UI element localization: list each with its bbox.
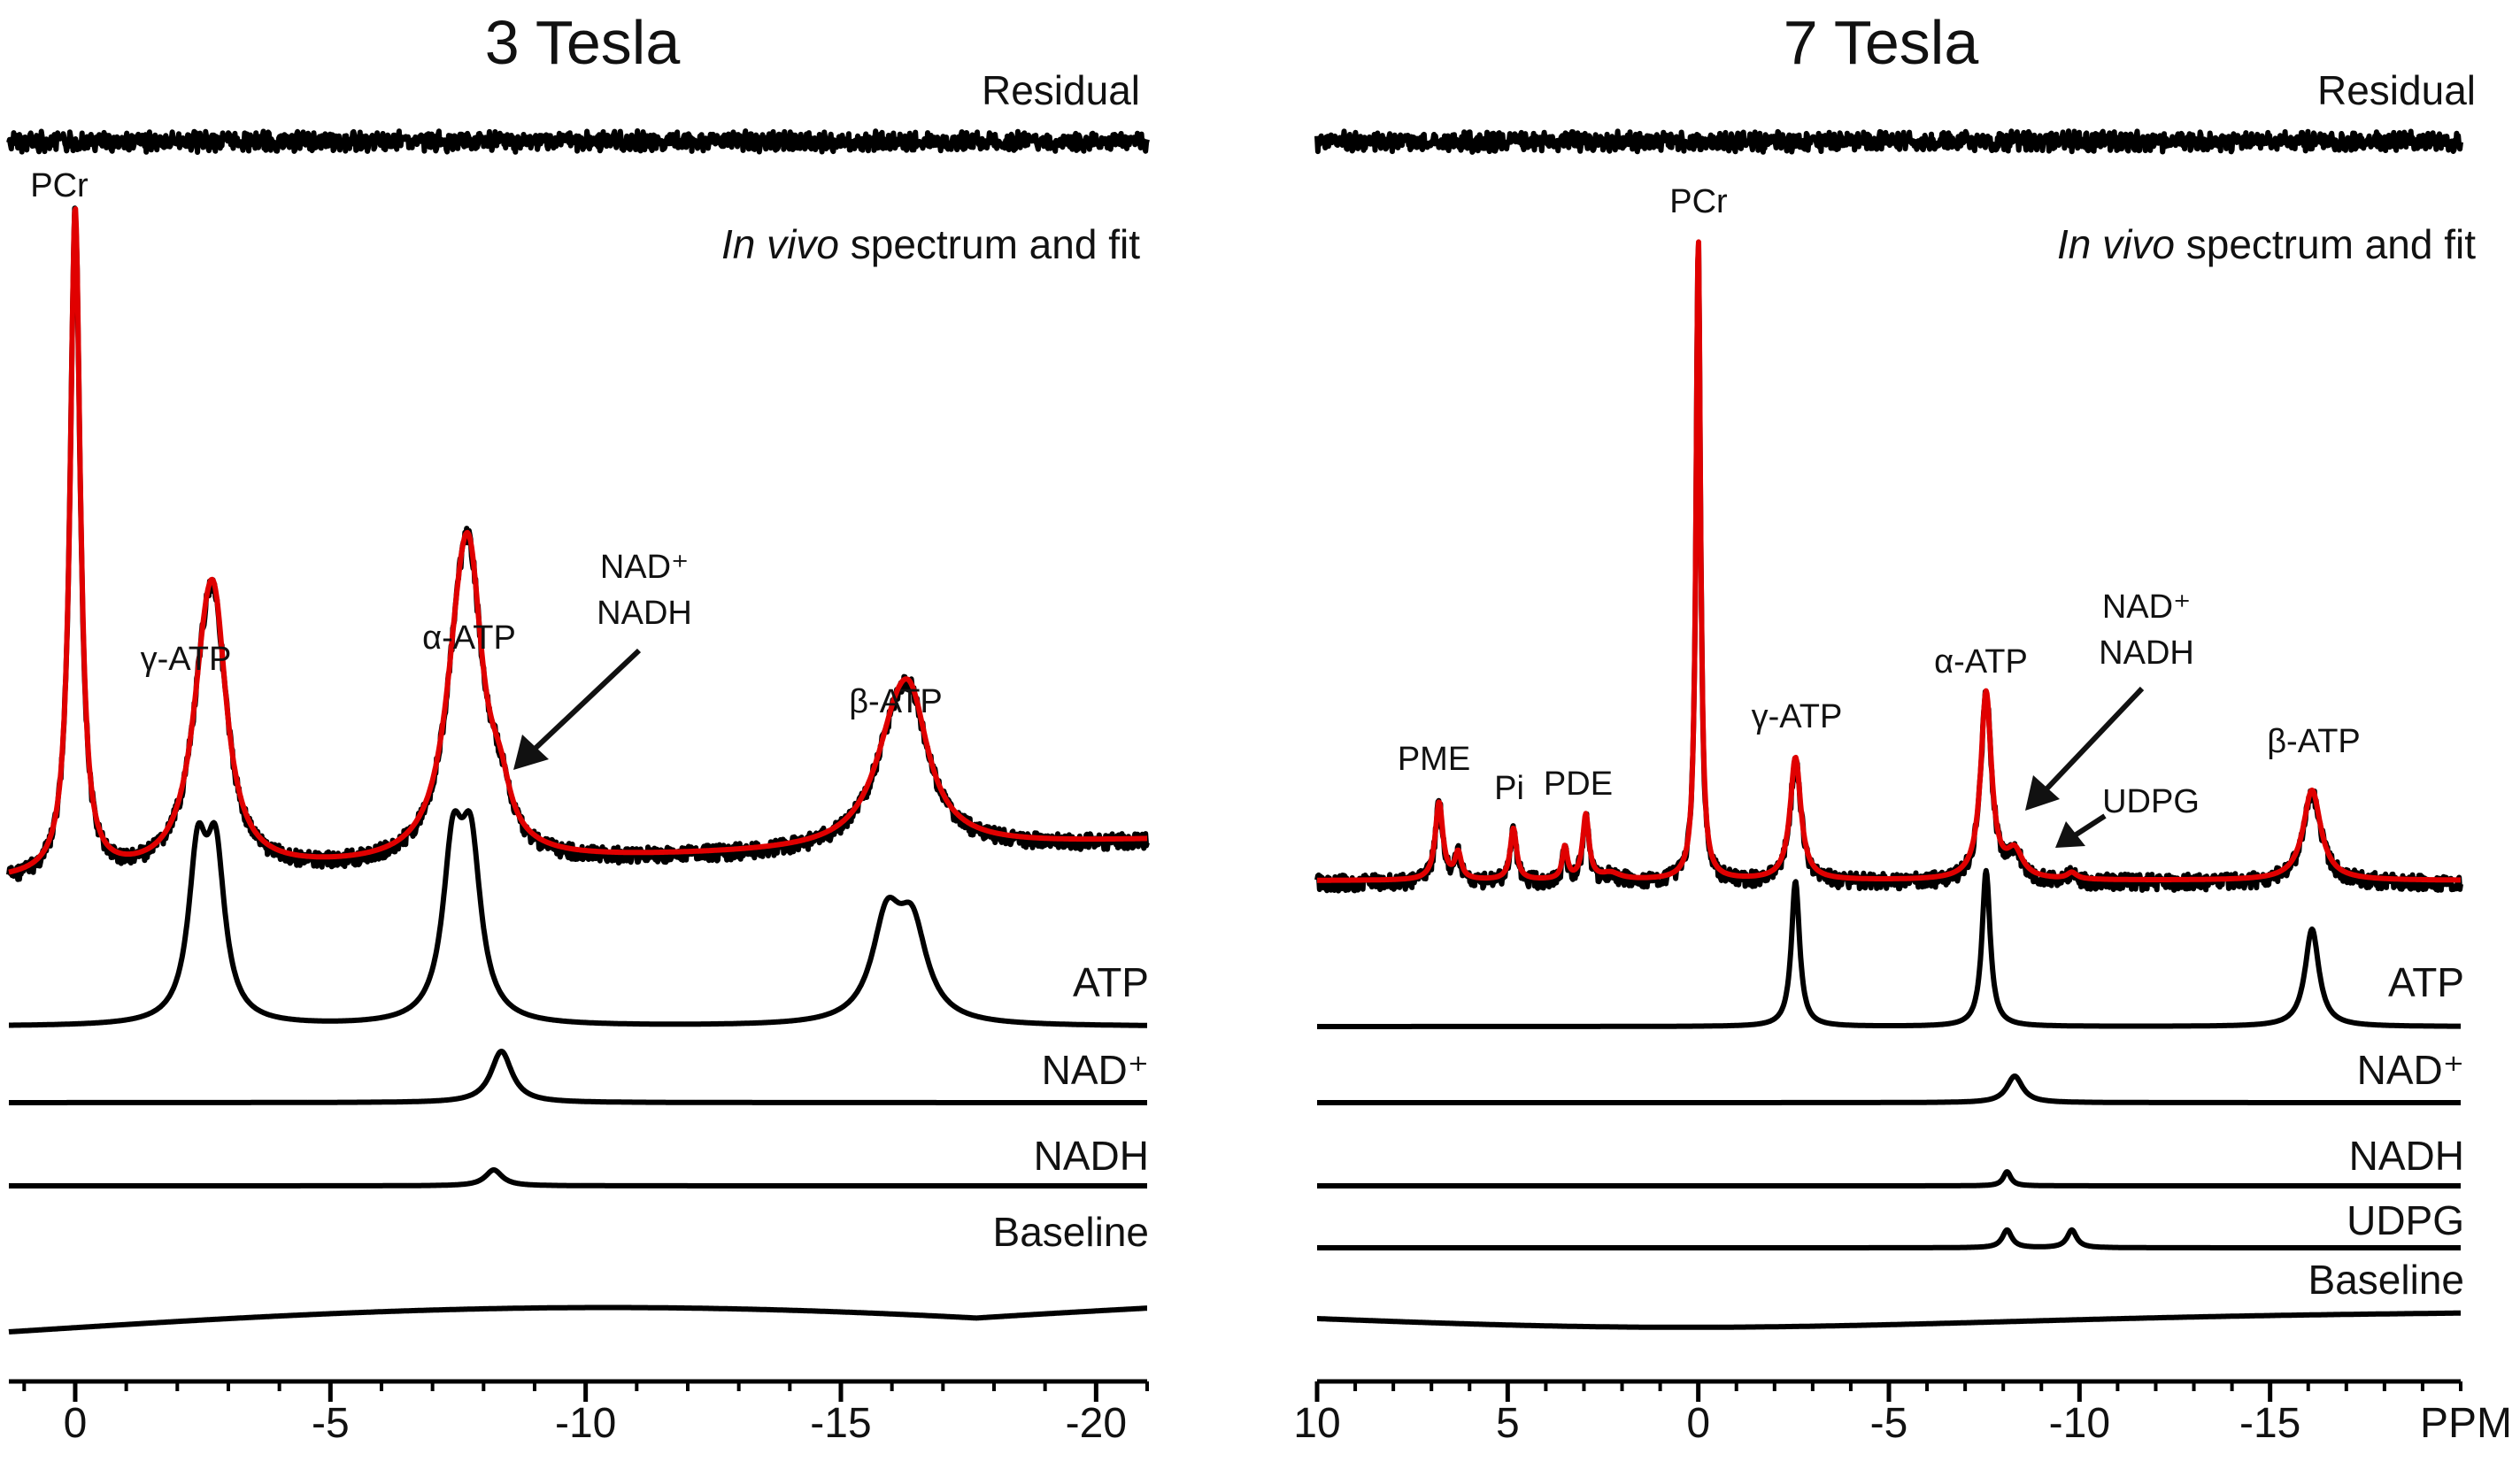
component-baseline-7t	[1314, 1310, 2463, 1330]
residual-trace-7t	[1314, 128, 2463, 155]
spectrum-label-7t: In vivo spectrum and fit	[2057, 221, 2476, 267]
component-label-atp-3t: ATP	[1073, 959, 1149, 1005]
spectrum-label-3t: In vivo spectrum and fit	[721, 221, 1140, 267]
arrow-udpg-7t	[2055, 813, 2107, 848]
residual-trace-3t	[6, 128, 1150, 155]
peak-label-beta-atp-7t: β-ATP	[2267, 723, 2361, 760]
x-tick-label-3t: -5	[312, 1400, 350, 1447]
x-tick-label-7t: -10	[2049, 1400, 2110, 1447]
component-label-baseline-3t: Baseline	[993, 1209, 1149, 1255]
x-tick-label-7t: -15	[2239, 1400, 2300, 1447]
component-label-atp-7t: ATP	[2388, 959, 2464, 1005]
arrow-nad-3t	[513, 648, 642, 770]
component-label-nadh-7t: NADH	[2349, 1133, 2464, 1179]
peak-label-pi-7t: Pi	[1494, 770, 1524, 807]
component-nad-plus-7t	[1314, 1073, 2463, 1105]
component-nadh-3t	[6, 1167, 1150, 1189]
measured-spectrum-3t	[6, 205, 1150, 882]
residual-label-7t: Residual	[2317, 67, 2476, 113]
component-label-nad-plus-7t: NAD⁺	[2357, 1047, 2464, 1093]
fit-curve-3t	[6, 206, 1150, 875]
x-tick-label-3t: -20	[1066, 1400, 1127, 1447]
chart-title-7t: 7 Tesla	[1784, 8, 1979, 77]
peak-label-alpha-atp-7t: α-ATP	[1934, 643, 2028, 681]
x-axis-ticks-7t: 10 5 0 -5 -10 -15	[1293, 1381, 2462, 1447]
panel-7-tesla: 7 Tesla Residual In vivo spectrum and fi…	[1293, 8, 2512, 1447]
arrow-nad-7t	[2025, 686, 2145, 811]
panel-3-tesla: 3 Tesla Residual In vivo spectrum and fi…	[6, 8, 1150, 1447]
annotation-nadh-3t: NADH	[597, 595, 692, 632]
component-atp-7t	[1314, 867, 2463, 1029]
peak-label-alpha-atp-3t: α-ATP	[422, 619, 516, 657]
component-baseline-3t	[6, 1304, 1150, 1335]
annotation-nad-7t: NAD⁺	[2102, 588, 2191, 626]
component-label-udpg-7t: UDPG	[2347, 1197, 2464, 1243]
component-nadh-7t	[1314, 1169, 2463, 1189]
annotation-nad-3t: NAD⁺	[600, 549, 689, 586]
component-nad-plus-3t	[6, 1049, 1150, 1105]
x-tick-label-7t: 0	[1686, 1400, 1710, 1447]
x-tick-label-3t: 0	[64, 1400, 88, 1447]
component-atp-3t	[6, 808, 1150, 1028]
x-axis-label-ppm: PPM	[2420, 1400, 2512, 1447]
peak-label-pcr-3t: PCr	[30, 167, 89, 204]
x-tick-label-7t: 10	[1293, 1400, 1340, 1447]
component-label-nad-plus-3t: NAD⁺	[1042, 1047, 1149, 1093]
x-tick-label-7t: -5	[1870, 1400, 1908, 1447]
peak-label-pme-7t: PME	[1398, 741, 1470, 778]
peak-label-pcr-7t: PCr	[1669, 183, 1728, 220]
component-label-nadh-3t: NADH	[1034, 1133, 1149, 1179]
peak-label-gamma-atp-3t: γ-ATP	[141, 641, 232, 678]
x-tick-label-3t: -15	[810, 1400, 871, 1447]
peak-label-pde-7t: PDE	[1544, 765, 1613, 803]
x-axis-ticks-3t: 0 -5 -10 -15 -20	[22, 1381, 1149, 1447]
component-label-baseline-7t: Baseline	[2308, 1257, 2464, 1303]
component-udpg-7t	[1314, 1227, 2463, 1250]
x-tick-label-7t: 5	[1496, 1400, 1520, 1447]
peak-label-gamma-atp-7t: γ-ATP	[1752, 698, 1843, 735]
peak-label-beta-atp-3t: β-ATP	[849, 683, 943, 720]
measured-spectrum-7t	[1314, 241, 2463, 894]
fit-curve-7t	[1314, 239, 2463, 883]
annotation-udpg-7t: UDPG	[2102, 783, 2200, 820]
chart-title-3t: 3 Tesla	[485, 8, 681, 77]
x-tick-label-3t: -10	[555, 1400, 616, 1447]
residual-label-3t: Residual	[982, 67, 1140, 113]
annotation-nadh-7t: NADH	[2099, 635, 2194, 672]
